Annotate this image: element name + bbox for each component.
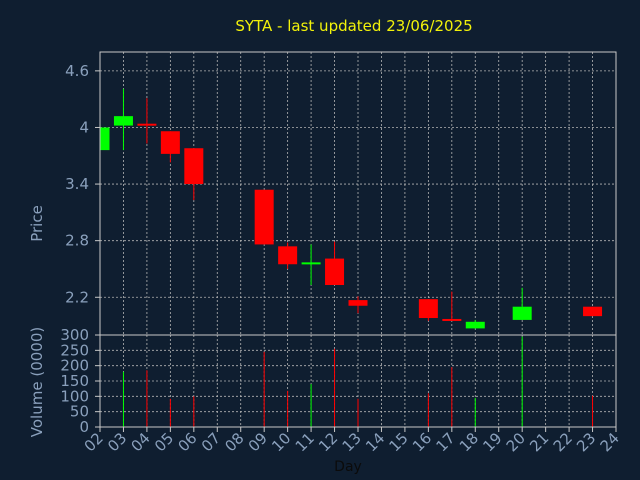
candle-body	[137, 123, 157, 126]
day-tick-label: 16	[409, 429, 435, 455]
price-tick-label: 2.2	[65, 288, 89, 306]
candle-body	[301, 262, 321, 265]
price-candles	[100, 88, 603, 329]
price-tick-label: 4	[79, 118, 89, 136]
volume-plot-border	[99, 334, 617, 428]
day-tick-label: 17	[432, 429, 458, 455]
candle	[442, 291, 462, 321]
volume-bars	[122, 336, 594, 427]
candle-body	[160, 131, 180, 154]
candle	[348, 296, 368, 314]
volume-tick-label: 0	[79, 418, 89, 436]
day-tick-label: 12	[315, 429, 341, 455]
day-tick-label: 14	[362, 429, 388, 455]
day-tick-label: 23	[573, 429, 599, 455]
day-tick-label: 24	[597, 429, 623, 455]
candle-body	[254, 189, 274, 245]
day-x-ticks: 0203040506070809101112131415161718192021…	[81, 427, 623, 455]
candle-body	[113, 116, 133, 126]
volume-tick-label: 100	[60, 387, 89, 405]
day-tick-label: 07	[198, 429, 224, 455]
candle	[418, 299, 438, 321]
volume-axis-label: Volume (0000)	[28, 327, 46, 437]
day-tick-label: 09	[245, 429, 271, 455]
candle-body	[184, 148, 204, 185]
candle	[278, 242, 298, 269]
day-tick-label: 08	[221, 429, 247, 455]
price-y-ticks: 2.2 2.8 3.4 4 4.6	[65, 62, 100, 306]
day-tick-label: 11	[292, 429, 318, 455]
candle	[254, 189, 274, 245]
price-tick-label: 2.8	[65, 232, 89, 250]
day-tick-label: 20	[503, 429, 529, 455]
price-panel: 2.2 2.8 3.4 4 4.6 Price	[28, 51, 617, 336]
candle	[160, 131, 180, 163]
volume-tick-label: 300	[60, 326, 89, 344]
candle	[583, 306, 603, 317]
day-tick-label: 19	[479, 429, 505, 455]
candle-body	[348, 300, 368, 306]
candle	[325, 241, 345, 286]
day-tick-label: 06	[174, 429, 200, 455]
day-tick-label: 10	[268, 429, 294, 455]
candle	[512, 287, 532, 320]
day-tick-label: 05	[151, 429, 177, 455]
candle	[465, 319, 485, 329]
volume-tick-label: 150	[60, 372, 89, 390]
day-tick-label: 21	[526, 429, 552, 455]
candle	[100, 127, 110, 151]
candle-body	[583, 306, 603, 317]
candle-body	[442, 318, 462, 321]
price-tick-label: 4.6	[65, 62, 89, 80]
volume-tick-label: 250	[60, 341, 89, 359]
day-axis-label: Day	[334, 459, 362, 475]
day-tick-label: 15	[386, 429, 412, 455]
candle-body	[465, 321, 485, 329]
candle-body	[418, 299, 438, 319]
day-tick-label: 22	[550, 429, 576, 455]
candle-body	[278, 246, 298, 265]
candle	[113, 88, 133, 151]
day-tick-label: 03	[104, 429, 130, 455]
day-tick-label: 18	[456, 429, 482, 455]
candle	[301, 244, 321, 286]
price-tick-label: 3.4	[65, 175, 89, 193]
volume-tick-label: 50	[70, 403, 89, 421]
candle-body	[100, 127, 110, 151]
candle	[137, 98, 157, 144]
volume-tick-label: 200	[60, 357, 89, 375]
price-axis-label: Price	[28, 205, 46, 242]
day-tick-label: 13	[339, 429, 365, 455]
candle	[184, 148, 204, 201]
candle-body	[512, 306, 532, 320]
candle-body	[325, 258, 345, 286]
chart-title: SYTA - last updated 23/06/2025	[235, 17, 472, 35]
day-tick-label: 04	[128, 429, 154, 455]
